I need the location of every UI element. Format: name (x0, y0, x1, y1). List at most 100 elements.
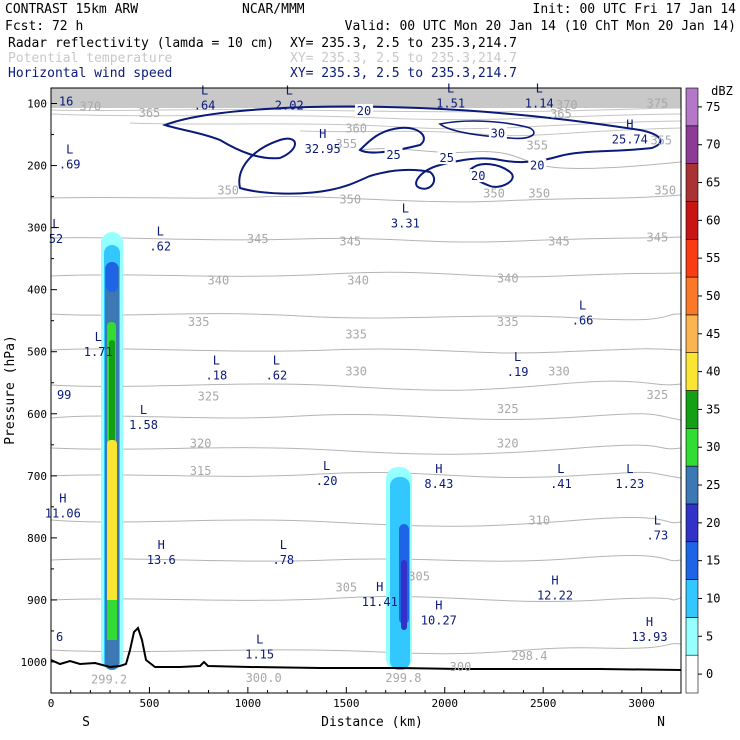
colorbar-unit: dBZ (711, 84, 733, 98)
extrema-labels: L.64L2.02L1.51L1.14H32.95H25.74L.69L3.31… (45, 82, 668, 662)
extremum-value: .41 (550, 477, 572, 491)
colorbar-label: 30 (706, 440, 720, 454)
colorbar-segment (685, 352, 699, 391)
low-marker: L (273, 353, 280, 367)
x-tick-label: 500 (140, 697, 160, 710)
colorbar-segment (685, 125, 699, 164)
low-marker: L (626, 462, 633, 476)
high-marker: H (646, 615, 653, 629)
high-marker: H (59, 492, 66, 506)
theta-contour-label: 370 (80, 100, 102, 114)
colorbar-segment (685, 654, 699, 694)
y-tick-label: 100 (27, 98, 47, 111)
x-axis-label: Distance (km) (321, 715, 423, 730)
colorbar-label: 60 (706, 213, 720, 227)
x-axis-left-end: S (82, 715, 90, 730)
extremum-value: .20 (316, 474, 338, 488)
low-marker: L (157, 224, 164, 238)
x-tick-label: 2500 (530, 697, 557, 710)
low-marker: L (654, 513, 661, 527)
theta-contour-label: 345 (647, 231, 669, 245)
colorbar-segment (685, 541, 699, 580)
colorbar-segment (685, 390, 699, 429)
extremum-value: .19 (507, 365, 529, 379)
colorbar-segment (685, 238, 699, 278)
theta-contour-label: 310 (528, 513, 550, 527)
edge-label: 16 (59, 95, 73, 109)
organization-label: NCAR/MMM (242, 2, 305, 17)
colorbar-label: 55 (706, 251, 720, 265)
extremum-value: 25.74 (612, 133, 648, 147)
extremum-value: .66 (572, 314, 594, 328)
x-tick-label: 0 (48, 697, 55, 710)
colorbar-label: 35 (706, 402, 720, 416)
y-tick-label: 700 (27, 470, 47, 483)
theta-contour-label: 320 (190, 437, 212, 451)
extremum-value: 3.31 (391, 216, 420, 230)
model-title: CONTRAST 15km ARW (5, 2, 138, 17)
extremum-value: 1.14 (525, 97, 554, 111)
low-marker: L (557, 462, 564, 476)
theta-contour-label: 355 (650, 134, 672, 148)
theta-contour-label: 350 (528, 186, 550, 200)
colorbar-segment (685, 163, 699, 202)
low-marker: L (447, 82, 454, 96)
colorbar-label: 5 (706, 629, 713, 643)
theta-contour-label: 330 (548, 365, 570, 379)
y-tick-label: 800 (27, 532, 47, 545)
wind-label-bg (437, 151, 456, 165)
colorbar-label: 45 (706, 327, 720, 341)
theta-contour-label: 365 (550, 107, 572, 121)
colorbar: 0 5 10 15 20 25 30 35 40 45 50 55 60 65 70 75 (685, 87, 720, 694)
theta-contour-label: 300.0 (246, 671, 282, 685)
theta-contour-label: 305 (408, 569, 430, 583)
theta-contour-label: 325 (497, 402, 519, 416)
colorbar-label: 25 (706, 478, 720, 492)
theta-contour-label: 330 (345, 365, 367, 379)
theta-contour-label: 345 (548, 234, 570, 248)
high-marker: H (626, 118, 633, 132)
low-marker: L (201, 83, 208, 97)
extremum-value: 13.6 (147, 553, 176, 567)
theta-contour-label: 340 (347, 273, 369, 287)
y-tick-label: 400 (27, 284, 47, 297)
y-axis: 100 200 300 400 500 600 700 800 900 1000 (21, 98, 57, 669)
theta-contour-label: 300 (450, 660, 472, 674)
theta-contour-label: 298.4 (511, 649, 547, 663)
low-marker: L (323, 459, 330, 473)
low-marker: L (579, 299, 586, 313)
colorbar-segment (685, 465, 699, 505)
y-tick-label: 900 (27, 594, 47, 607)
theta-contour-label: 345 (339, 234, 361, 248)
extremum-value: 1.71 (84, 345, 113, 359)
theta-contour-label: 350 (483, 186, 505, 200)
extremum-value: 1.23 (615, 477, 644, 491)
valid-time: Valid: 00 UTC Mon 20 Jan 14 (10 ChT Mon … (345, 19, 736, 34)
extremum-value: 1.15 (245, 648, 274, 662)
extremum-value: .62 (266, 368, 288, 382)
y-tick-label: 1000 (21, 656, 48, 669)
colorbar-label: 20 (706, 516, 720, 530)
extremum-value: .69 (59, 157, 81, 171)
forecast-hour: Fcst: 72 h (5, 19, 83, 34)
colorbar-segment (685, 201, 699, 240)
wind-label-bg (469, 169, 488, 183)
colorbar-label: 15 (706, 554, 720, 568)
theta-contour-label: 340 (497, 271, 519, 285)
field-name-theta: Potential temperature (8, 51, 173, 66)
theta-contour-label: 370 (556, 98, 578, 112)
theta-contour-label: 315 (190, 464, 212, 478)
x-axis-right-end: N (657, 715, 665, 730)
edge-label: 6 (56, 630, 63, 644)
theta-contours (51, 148, 681, 655)
extremum-value: 10.27 (421, 613, 457, 627)
wind-contour-label: 30 (491, 126, 505, 140)
theta-contour-label: 375 (647, 97, 669, 111)
high-marker: H (319, 127, 326, 141)
theta-contour-label: 325 (647, 388, 669, 402)
low-marker: L (402, 201, 409, 215)
extremum-value: 52 (49, 232, 63, 246)
colorbar-label: 70 (706, 138, 720, 152)
extremum-value: 1.51 (436, 97, 465, 111)
colorbar-segment (685, 87, 699, 127)
